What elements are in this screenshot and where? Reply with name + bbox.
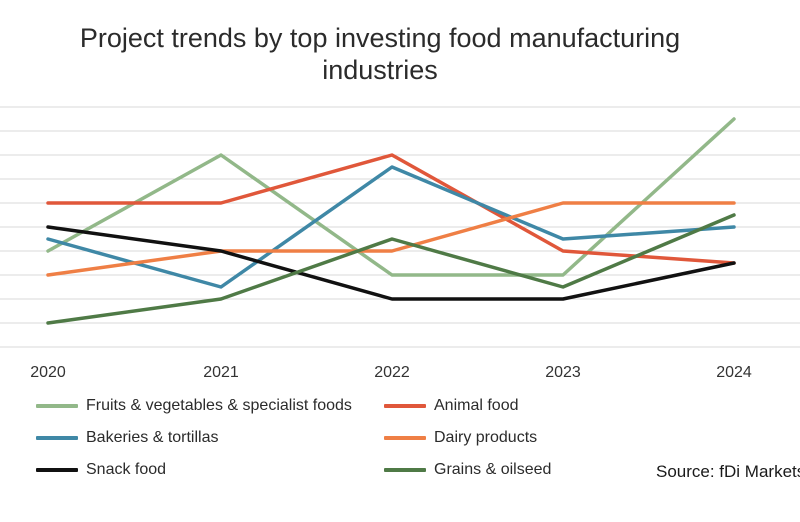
legend-label: Bakeries & tortillas <box>86 429 219 446</box>
legend-label: Snack food <box>86 461 167 478</box>
legend-swatch <box>384 404 426 408</box>
series-line-animal-food <box>46 153 736 265</box>
legend-item: Fruits & vegetables & specialist foods <box>36 394 352 418</box>
legend-item: Bakeries & tortillas <box>36 426 219 450</box>
series-line-grains-oilseed <box>46 213 736 325</box>
line-chart: 2020 2021 2022 2023 2024 <box>0 106 800 381</box>
source-note: Source: fDi Markets <box>656 462 800 481</box>
x-tick-label: 2023 <box>545 364 581 381</box>
series-lines <box>46 117 736 325</box>
x-tick-label: 2020 <box>30 364 66 381</box>
legend-item: Dairy products <box>384 426 537 450</box>
series-line-bakeries-tortillas <box>46 165 736 289</box>
chart-title: Project trends by top investing food man… <box>79 23 681 53</box>
gridlines <box>0 106 800 348</box>
x-tick-label: 2022 <box>374 364 410 381</box>
legend-item: Snack food <box>36 458 166 482</box>
legend-item: Animal food <box>384 394 519 418</box>
x-tick-label: 2021 <box>203 364 239 381</box>
legend-swatch <box>36 468 78 472</box>
series-line-fruits-vegetables-specialist-foods <box>46 117 736 277</box>
series-line-snack-food <box>46 225 736 301</box>
legend-item: Grains & oilseed <box>384 458 551 482</box>
legend-swatch <box>384 436 426 440</box>
legend-label: Animal food <box>434 397 519 414</box>
legend-label: Fruits & vegetables & specialist foods <box>86 397 352 414</box>
x-tick-label: 2024 <box>716 364 752 381</box>
legend-label: Dairy products <box>434 429 538 446</box>
x-axis-tick-labels: 2020 2021 2022 2023 2024 <box>30 364 752 381</box>
legend-label: Grains & oilseed <box>434 461 552 478</box>
chart-title-line-2: industries <box>322 55 438 85</box>
legend-swatch <box>36 404 78 408</box>
legend-swatch <box>36 436 78 440</box>
legend-swatch <box>384 468 426 472</box>
series-line-dairy-products <box>46 201 736 277</box>
